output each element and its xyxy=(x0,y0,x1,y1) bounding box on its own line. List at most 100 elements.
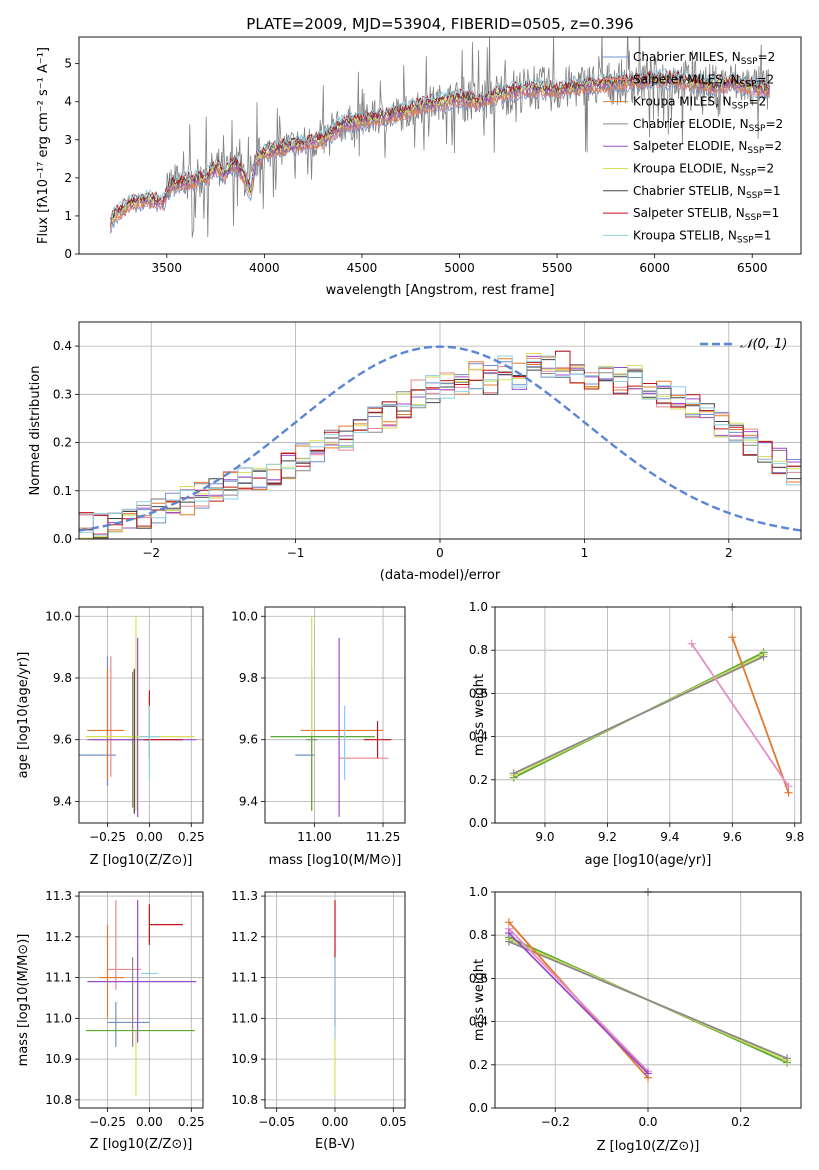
x-tick-label: 0.25 xyxy=(178,1115,205,1129)
x-tick-label: 0 xyxy=(436,546,444,560)
weight-line-chabrier_elodie xyxy=(513,655,764,775)
spectrum-ylabel: Flux [fλ10⁻¹⁷ erg cm⁻² s⁻¹ A⁻¹] xyxy=(36,47,51,244)
spectrum-xlabel: wavelength [Angstrom, rest frame] xyxy=(326,283,555,298)
y-tick-label: 11.3 xyxy=(45,889,72,903)
y-tick-label: 11.2 xyxy=(45,930,72,944)
y-tick-label: 0.2 xyxy=(469,1058,488,1072)
y-tick-label: 11.2 xyxy=(231,930,258,944)
x-tick-label: −1 xyxy=(287,546,305,560)
x-tick-label: 9.6 xyxy=(723,830,742,844)
x-tick-label: 0.00 xyxy=(322,1115,349,1129)
x-tick-label: 9.8 xyxy=(785,830,804,844)
legend-label-chabrier_elodie: Chabrier ELODIE, NSSP=2 xyxy=(633,117,783,134)
weight-line-salpeter_elodie xyxy=(508,932,649,1075)
x-tick-label: 9.4 xyxy=(660,830,679,844)
weight-line-pink xyxy=(508,928,649,1072)
axes-frame xyxy=(494,606,802,824)
y-tick-label: 10.9 xyxy=(45,1052,72,1066)
y-tick-label: 0.3 xyxy=(53,387,72,401)
axes-frame xyxy=(78,321,802,540)
x-tick-label: −2 xyxy=(142,546,160,560)
y-tick-label: 0.2 xyxy=(53,436,72,450)
y-tick-label: 0.1 xyxy=(53,484,72,498)
legend-label-salpeter_miles: Salpeter MILES, NSSP=2 xyxy=(633,72,774,89)
mass_age-xlabel: mass [log10(M/M⊙)] xyxy=(269,853,402,868)
age_weight-ylabel: mass weight xyxy=(472,674,487,756)
z_weight-xlabel: Z [log10(Z/Z⊙)] xyxy=(597,1139,700,1154)
y-tick-label: 10.8 xyxy=(45,1093,72,1107)
x-tick-label: 4500 xyxy=(347,261,378,275)
y-tick-label: 2 xyxy=(64,171,72,185)
legend-label-kroupa_elodie: Kroupa ELODIE, NSSP=2 xyxy=(633,162,774,179)
ebv_mass-panel: −0.05 0.00 0.05 10.8 10.9 11.0 11.1 11.2 11.3 E(B… xyxy=(231,889,406,1152)
age_weight-panel: 9.0 9.2 9.4 9.6 9.8 0.0 0.2 0.4 0.6 0.8 1.0 age [lo… xyxy=(469,600,804,868)
z_age-panel: −0.25 0.00 0.25 9.4 9.6 9.8 10.0 Z [log10(Z/Z⊙)… xyxy=(16,606,205,868)
x-tick-label: −0.25 xyxy=(89,830,126,844)
weight-line-chabrier_elodie xyxy=(508,940,788,1060)
y-tick-label: 10.0 xyxy=(231,609,258,623)
gaussian-legend-label: 𝒩(0, 1) xyxy=(740,337,787,352)
y-tick-label: 0.6 xyxy=(469,971,488,985)
x-tick-label: 5000 xyxy=(444,261,475,275)
x-tick-label: 0.05 xyxy=(380,1115,407,1129)
y-tick-label: 1.0 xyxy=(469,885,488,899)
residuals-panel: −2 −1 0 1 2 0.0 0.1 0.2 0.3 0.4 𝒩(0, 1) (data-model… xyxy=(28,321,802,583)
weight-line-kroupa_miles xyxy=(731,636,790,794)
y-tick-label: 0.4 xyxy=(469,1015,488,1029)
y-tick-label: 1.0 xyxy=(469,600,488,614)
z_mass-ylabel: mass [log10(M/M⊙)] xyxy=(16,934,31,1067)
x-tick-label: 11.00 xyxy=(297,830,331,844)
x-tick-label: 0.00 xyxy=(136,1115,163,1129)
z_age-ylabel: age [log10(age/yr)] xyxy=(16,652,31,779)
y-tick-label: 10.9 xyxy=(231,1052,258,1066)
y-tick-label: 0.0 xyxy=(53,532,72,546)
x-tick-label: 1 xyxy=(581,546,589,560)
z_mass-xlabel: Z [log10(Z/Z⊙)] xyxy=(90,1137,193,1152)
y-tick-label: 9.6 xyxy=(53,733,72,747)
y-tick-label: 4 xyxy=(64,95,72,109)
x-tick-label: 0.25 xyxy=(178,830,205,844)
y-tick-label: 0 xyxy=(64,247,72,261)
y-tick-label: 11.1 xyxy=(231,971,258,985)
z_age-xlabel: Z [log10(Z/Z⊙)] xyxy=(90,853,193,868)
y-tick-label: 10.8 xyxy=(231,1093,258,1107)
y-tick-label: 0.0 xyxy=(469,1101,488,1115)
x-tick-label: −0.2 xyxy=(541,1115,570,1129)
age_weight-xlabel: age [log10(age/yr)] xyxy=(585,853,712,868)
residuals-xlabel: (data-model)/error xyxy=(380,568,501,583)
axes-frame xyxy=(264,891,406,1109)
y-tick-label: 5 xyxy=(64,57,72,71)
legend-label-kroupa_miles: Kroupa MILES, NSSP=2 xyxy=(633,95,766,112)
x-tick-label: 5500 xyxy=(542,261,573,275)
axes-frame xyxy=(78,891,204,1109)
z_weight-panel: −0.2 0.0 0.2 0.0 0.2 0.4 0.6 0.8 1.0 Z [log10(Z/Z… xyxy=(469,885,802,1154)
z_weight-ylabel: mass weight xyxy=(472,959,487,1041)
figure-title: PLATE=2009, MJD=53904, FIBERID=0505, z=0… xyxy=(246,15,633,33)
spectrum-panel: 3500 4000 4500 5000 5500 6000 6500 0 1 2 3 4 5 Chabri… xyxy=(36,36,802,298)
legend-label-kroupa_stelib: Kroupa STELIB, NSSP=1 xyxy=(633,228,771,245)
axes-frame xyxy=(78,606,204,824)
x-tick-label: 0.00 xyxy=(136,830,163,844)
axes-frame xyxy=(264,606,406,824)
y-tick-label: 11.1 xyxy=(45,971,72,985)
y-tick-label: 0.8 xyxy=(469,643,488,657)
y-tick-label: 11.0 xyxy=(45,1011,72,1025)
y-tick-label: 9.4 xyxy=(239,794,258,808)
x-tick-label: 9.0 xyxy=(535,830,554,844)
y-tick-label: 0.8 xyxy=(469,928,488,942)
x-tick-label: 4000 xyxy=(249,261,280,275)
x-tick-label: 0.0 xyxy=(638,1115,657,1129)
spectrum-model-salpeter_stelib xyxy=(109,69,770,219)
y-tick-label: 10.0 xyxy=(45,609,72,623)
y-tick-label: 9.4 xyxy=(53,794,72,808)
x-tick-label: 2 xyxy=(725,546,733,560)
y-tick-label: 0.4 xyxy=(469,730,488,744)
y-tick-label: 11.3 xyxy=(231,889,258,903)
x-tick-label: 6000 xyxy=(639,261,670,275)
y-tick-label: 0.4 xyxy=(53,339,72,353)
legend-label-salpeter_stelib: Salpeter STELIB, NSSP=1 xyxy=(633,206,779,223)
legend-label-chabrier_stelib: Chabrier STELIB, NSSP=1 xyxy=(633,184,781,201)
x-tick-label: 0.2 xyxy=(731,1115,750,1129)
residuals-ylabel: Normed distribution xyxy=(28,366,43,496)
